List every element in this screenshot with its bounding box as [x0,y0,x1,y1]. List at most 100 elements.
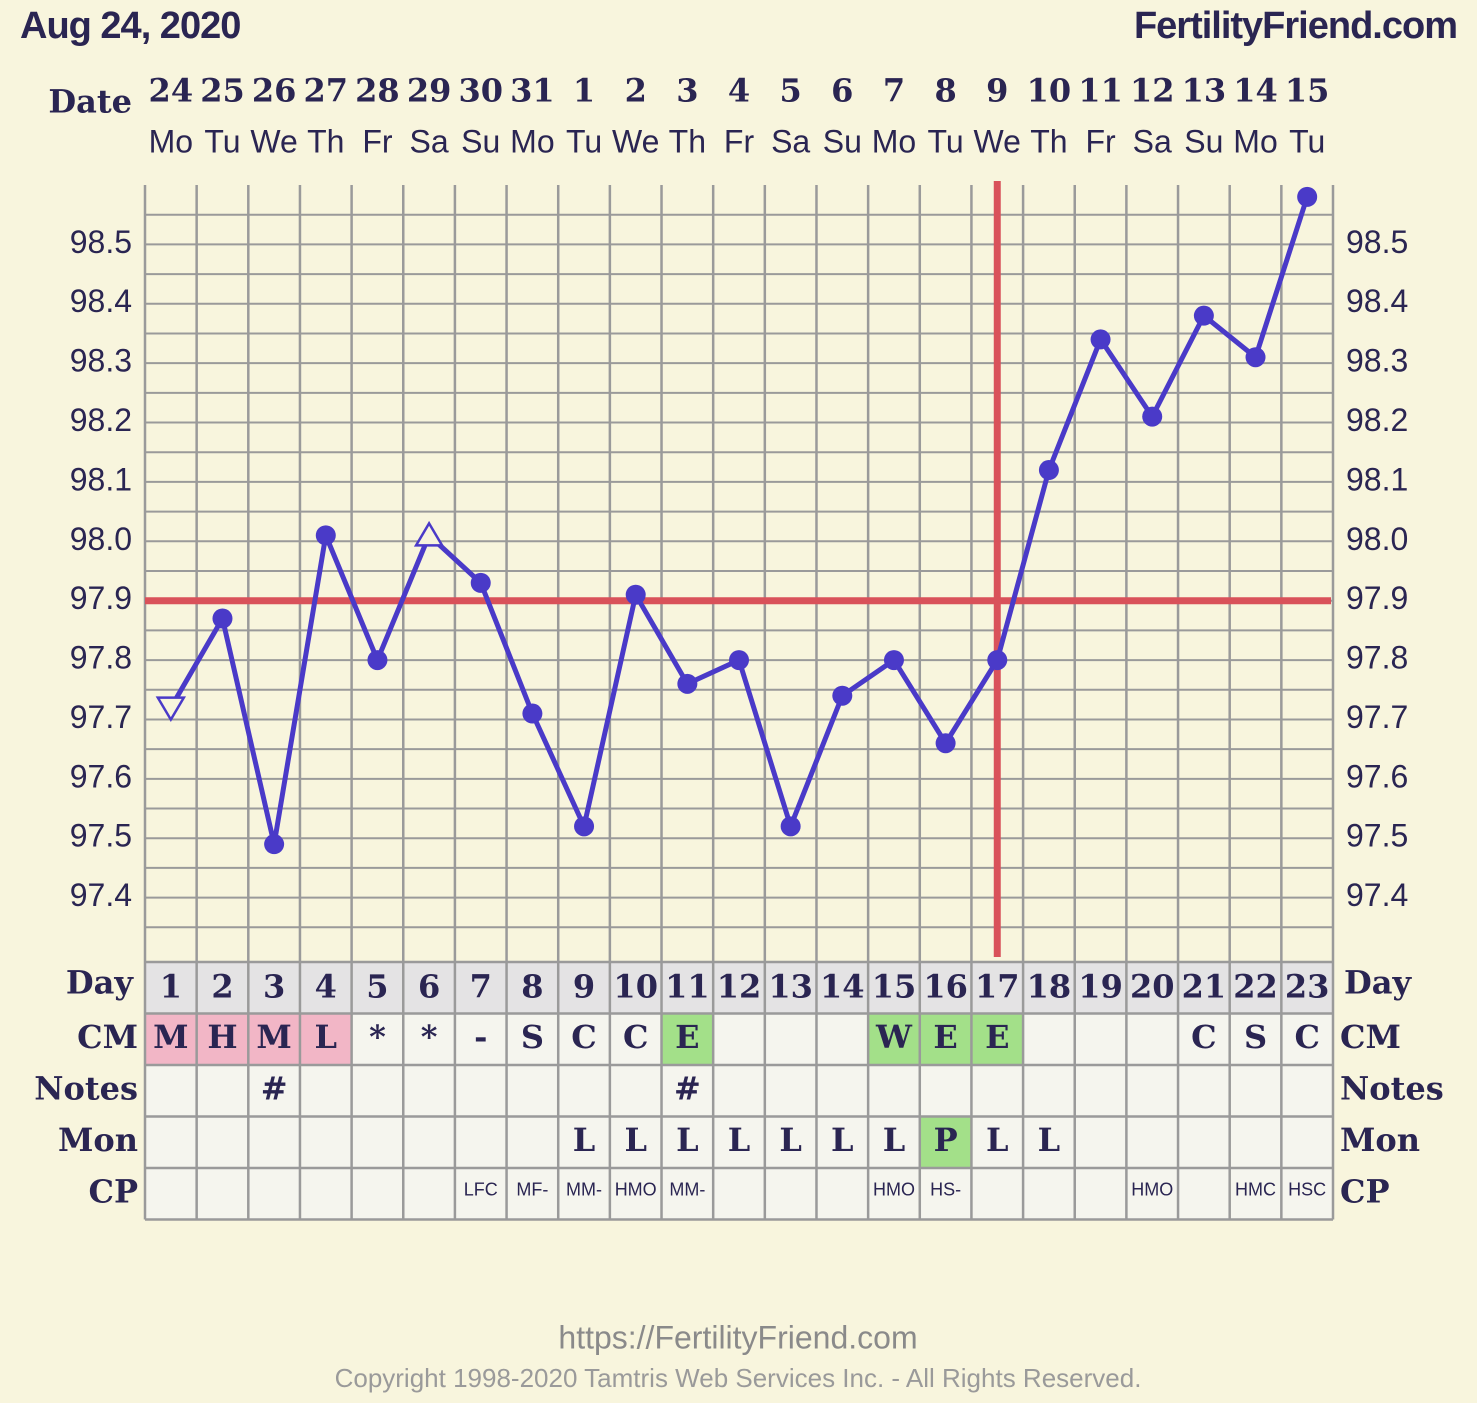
temp-point [935,733,956,754]
date-label: 6 [831,72,853,110]
date-label: 1 [573,72,595,110]
cell-highlight [145,1013,197,1065]
y-tick-label: 97.5 [70,818,132,854]
cell-text: C [1294,1018,1319,1056]
row-label: Day [66,963,134,1001]
y2-tick-label: 97.5 [1346,818,1408,854]
row-label: Mon [1340,1121,1420,1159]
y2-tick-label: 97.8 [1346,640,1408,676]
y2-tick-label: 98.0 [1346,521,1408,557]
temp-point [574,816,595,837]
temp-point [212,608,233,629]
date-label: 24 [149,72,194,110]
cell-text: E [675,1018,699,1056]
cell-highlight [196,1013,249,1065]
y-tick-label: 97.6 [70,758,132,794]
date-label: 4 [728,72,750,110]
temp-point-open [155,696,187,723]
date-label: 27 [304,72,349,110]
date-label: 25 [200,72,245,110]
temp-point [677,673,698,694]
date-label: 7 [883,72,905,110]
temp-point [1038,460,1059,481]
chart-title: Aug 24, 2020 [20,5,240,47]
cell-text: LFC [464,1180,498,1200]
day-number: 18 [1027,967,1072,1005]
temp-point [1297,186,1318,207]
date-label: 3 [676,72,698,110]
cell-text: E [933,1018,957,1056]
temp-point [729,650,749,671]
cell-text: S [521,1018,544,1056]
day-number: 6 [418,967,440,1005]
day-number: 13 [768,967,813,1005]
temp-point-open [413,520,445,547]
cell-text: L [1038,1121,1061,1159]
y-tick-label: 97.4 [70,877,132,913]
date-label: 9 [986,72,1008,110]
cell-text: S [1244,1018,1267,1056]
cell-text: L [883,1121,906,1159]
day-number: 14 [820,967,865,1005]
weekday-label: Sa [1133,123,1172,159]
cell-highlight [299,1013,352,1065]
cell-text: MM- [566,1180,602,1200]
weekday-label: Tu [566,123,602,159]
cell-text: * [369,1018,386,1056]
weekday-label: Su [1184,123,1223,159]
date-label: 8 [934,72,956,110]
temp-point [522,703,543,724]
y-tick-label: 98.2 [70,402,132,438]
cell-text: HMO [615,1180,657,1200]
row-label: Notes [34,1069,138,1107]
weekday-label: Mo [149,123,193,159]
y2-tick-label: 98.3 [1346,343,1408,379]
cell-text: H [207,1018,237,1056]
date-label: 28 [355,72,400,110]
row-label: Notes [1340,1069,1444,1107]
cell-text: L [315,1018,338,1056]
y2-tick-label: 97.7 [1346,699,1408,735]
y-tick-label: 98.1 [70,461,132,497]
y-tick-label: 97.9 [70,580,132,616]
site-name: FertilityFriend.com [1134,5,1457,47]
cell-text: * [421,1018,438,1056]
temp-point [470,572,491,593]
weekday-label: Tu [928,123,964,159]
temp-point [1193,305,1214,326]
temp-point [264,834,285,855]
day-number: 10 [613,967,658,1005]
weekday-label: We [974,123,1021,159]
y-tick-label: 98.4 [70,283,132,319]
temp-line [168,196,1310,845]
copyright: Copyright 1998-2020 Tamtris Web Services… [335,1363,1142,1393]
y2-tick-label: 97.9 [1346,580,1408,616]
y2-tick-label: 98.2 [1346,402,1408,438]
y2-tick-label: 97.4 [1346,877,1408,913]
y2-tick-label: 98.4 [1346,283,1408,319]
date-label: 13 [1182,72,1227,110]
day-number: 17 [975,967,1020,1005]
date-label: Date [48,83,132,121]
day-row-bg [145,962,1333,1014]
cell-text: MM- [669,1180,705,1200]
date-label: 14 [1233,72,1278,110]
date-label: 10 [1027,72,1072,110]
day-number: 7 [470,967,492,1005]
weekday-label: Mo [510,123,554,159]
temp-point [987,650,1008,671]
cell-text: W [875,1018,913,1056]
day-number: 1 [160,967,182,1005]
weekday-label: Su [823,123,862,159]
date-label: 15 [1285,72,1330,110]
cell-text: L [986,1121,1009,1159]
day-number: 11 [665,967,710,1005]
temp-point [1142,406,1163,427]
day-number: 16 [923,967,968,1005]
cell-text: C [623,1018,648,1056]
cell-text: L [624,1121,647,1159]
weekday-label: Th [307,123,344,159]
temp-point [883,650,904,671]
weekday-label: We [250,123,297,159]
